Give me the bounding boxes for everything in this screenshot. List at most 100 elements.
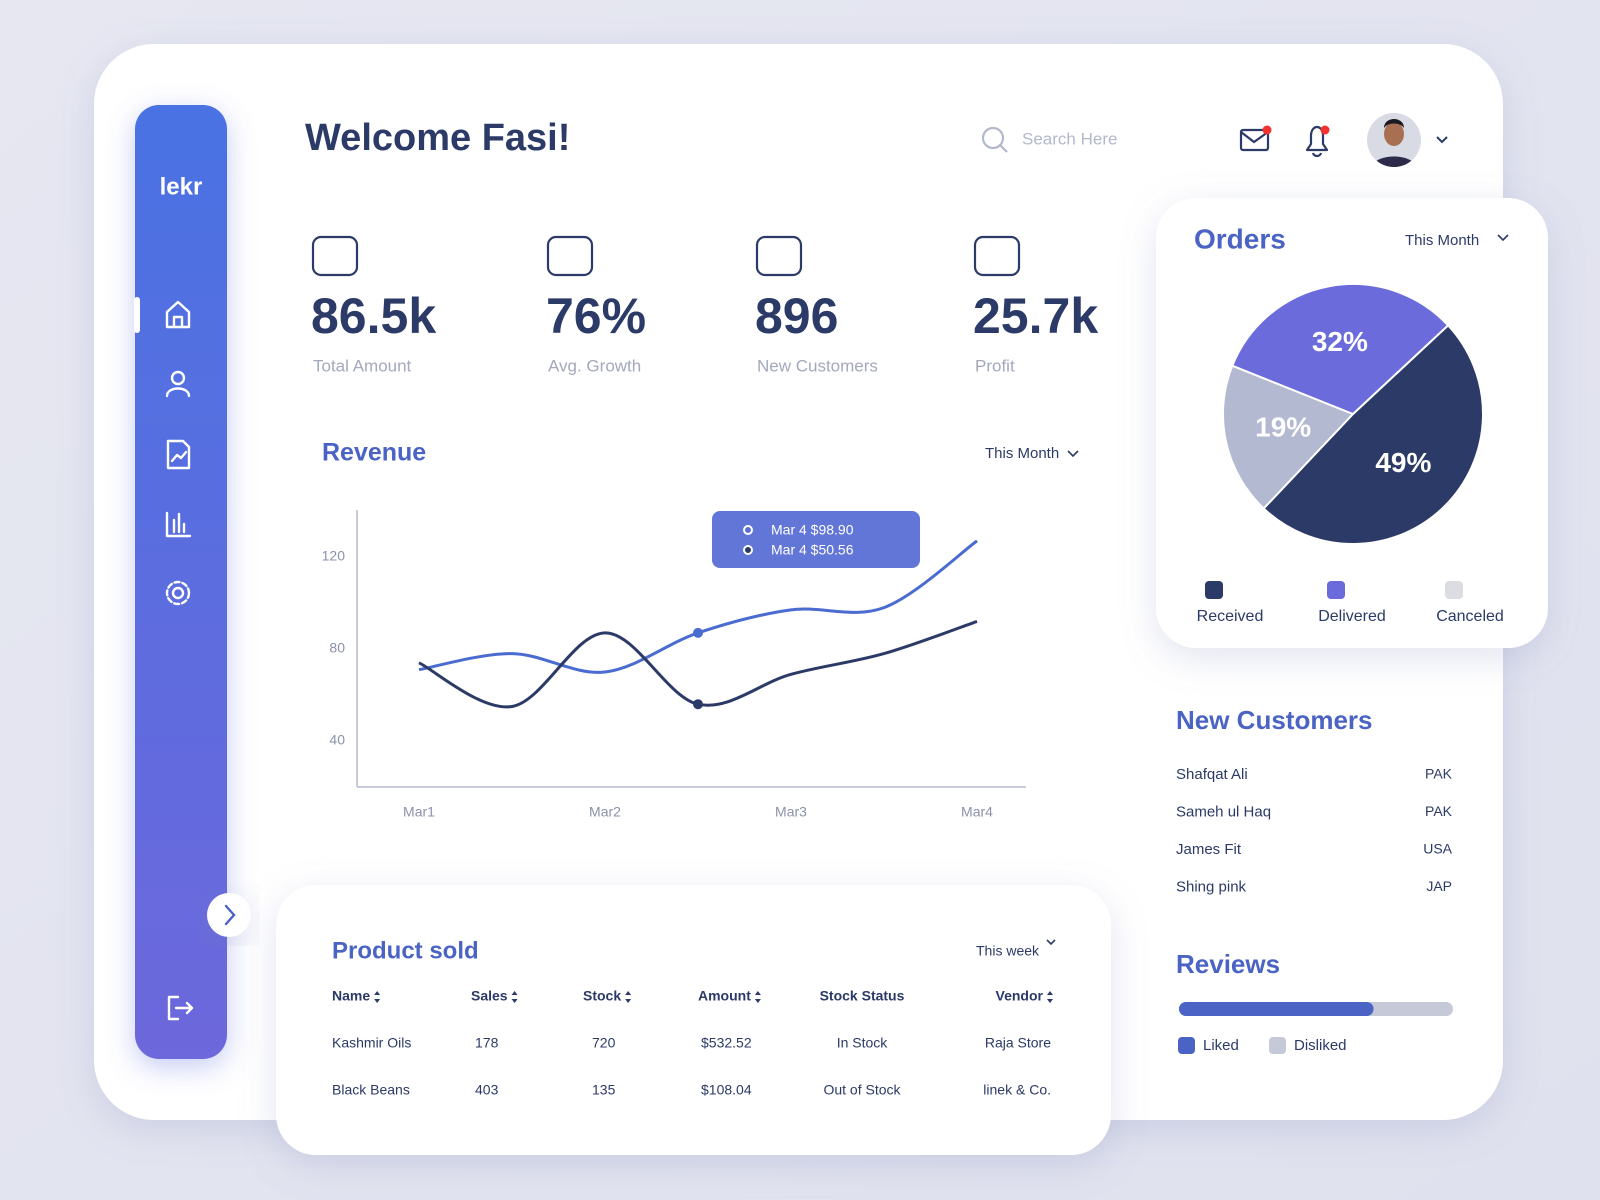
- tooltip: [712, 511, 920, 568]
- tooltip-text: Mar 4 $98.90: [771, 522, 854, 538]
- table-cell: linek & Co.: [983, 1082, 1051, 1098]
- pie-label: 49%: [1375, 447, 1431, 478]
- collapse-button[interactable]: [207, 893, 251, 937]
- customer-name: Sameh ul Haq: [1176, 803, 1271, 820]
- legend-swatch: [1269, 1037, 1286, 1054]
- revenue-title: Revenue: [322, 439, 426, 467]
- customer-country: PAK: [1425, 766, 1453, 782]
- y-tick-label: 40: [329, 732, 345, 748]
- highlight-point: [693, 627, 703, 638]
- table-cell: Black Beans: [332, 1082, 410, 1098]
- legend-label: Delivered: [1318, 608, 1386, 625]
- customer-name: Shafqat Ali: [1176, 766, 1248, 783]
- sort-icon[interactable]: [374, 991, 381, 1003]
- logout-icon[interactable]: [167, 995, 194, 1021]
- tooltip-dot: [743, 525, 753, 535]
- x-tick-label: Mar4: [961, 804, 993, 820]
- table-cell: $108.04: [701, 1082, 752, 1098]
- sort-icon[interactable]: [1047, 991, 1053, 1003]
- customer-name: James Fit: [1176, 841, 1242, 858]
- legend-swatch: [1327, 581, 1345, 599]
- home-icon[interactable]: [165, 300, 191, 329]
- search-input[interactable]: Search Here: [1022, 129, 1117, 148]
- x-tick-label: Mar1: [403, 804, 435, 820]
- settings-icon[interactable]: [165, 580, 191, 606]
- stat-value: 25.7k: [973, 288, 1098, 344]
- search-icon: [981, 126, 1008, 153]
- x-tick-label: Mar2: [589, 804, 621, 820]
- reviews-title: Reviews: [1176, 949, 1280, 979]
- column-header: Sales: [471, 988, 508, 1004]
- stat-value: 896: [755, 288, 838, 344]
- highlight-point: [693, 699, 703, 710]
- sort-icon[interactable]: [511, 991, 518, 1003]
- pie-slice: [1230, 283, 1450, 416]
- dropdown-arrow: [1497, 234, 1509, 242]
- revenue-chart: 40 80 120 Mar1 Mar2 Mar3 Mar4 Mar 4 $98.90 Mar 4…: [322, 510, 1026, 820]
- legend-swatch: [1445, 581, 1463, 599]
- dropdown-arrow: [1067, 450, 1079, 458]
- sort-icon[interactable]: [754, 991, 761, 1003]
- table-cell: Out of Stock: [823, 1082, 901, 1098]
- stat-value: 76%: [546, 288, 646, 344]
- customer-country: JAP: [1426, 878, 1452, 894]
- customer-list: Shafqat Ali PAK Sameh ul Haq PAK James Fit US…: [1176, 766, 1453, 896]
- table-cell: Raja Store: [985, 1035, 1051, 1051]
- stat-icon: [546, 235, 594, 277]
- customer-country: PAK: [1425, 803, 1453, 819]
- table-cell: $532.52: [701, 1035, 752, 1051]
- product-card: [276, 885, 1111, 1155]
- sidebar: [135, 105, 227, 1059]
- table-cell: 135: [592, 1082, 616, 1098]
- legend-label: Liked: [1203, 1037, 1239, 1054]
- column-header: Name: [332, 988, 370, 1004]
- stat-icon: [973, 235, 1021, 277]
- customer-name: Shing pink: [1176, 878, 1247, 895]
- sort-icon[interactable]: [625, 991, 632, 1003]
- welcome-title: Welcome Fasi!: [305, 117, 570, 159]
- column-header: Stock Status: [820, 988, 905, 1004]
- table-cell: In Stock: [837, 1035, 889, 1051]
- logo: lekr: [160, 173, 203, 200]
- pie-label: 19%: [1255, 412, 1311, 443]
- legend-label: Disliked: [1294, 1037, 1347, 1054]
- tooltip-text: Mar 4 $50.56: [771, 542, 854, 558]
- pie-label: 32%: [1312, 326, 1368, 357]
- x-tick-label: Mar3: [775, 804, 807, 820]
- y-tick-label: 120: [322, 548, 346, 564]
- table-cell: 178: [475, 1035, 499, 1051]
- stat-label: Total Amount: [313, 356, 412, 375]
- product-period[interactable]: This week: [976, 943, 1040, 959]
- collapse-arrow: [224, 904, 236, 926]
- column-header: Stock: [583, 988, 621, 1004]
- profile-menu-arrow[interactable]: [1436, 136, 1448, 144]
- user-icon[interactable]: [165, 370, 191, 398]
- stat-label: Avg. Growth: [548, 356, 641, 375]
- orders-pie: 49% 19% 32% Received Delivered Canceled: [1197, 283, 1504, 625]
- dropdown-arrow: [1046, 939, 1056, 946]
- revenue-line: [418, 619, 978, 709]
- stat-label: Profit: [975, 356, 1015, 375]
- stats-row: 86.5k Total Amount 76% Avg. Growth 896 New Cu…: [311, 235, 1098, 375]
- mail-button[interactable]: [1239, 125, 1272, 152]
- notification-button[interactable]: [1305, 125, 1330, 158]
- orders-title: Orders: [1194, 223, 1286, 254]
- tooltip-dot: [743, 545, 753, 555]
- orders-period[interactable]: This Month: [1405, 232, 1479, 249]
- customer-country: USA: [1423, 841, 1452, 857]
- table-cell: Kashmir Oils: [332, 1035, 411, 1051]
- legend-swatch: [1178, 1037, 1195, 1054]
- reviews-bar: Liked Disliked: [1178, 1002, 1453, 1054]
- main-card: [94, 44, 1503, 1120]
- review-liked: [1179, 1002, 1374, 1016]
- column-header: Vendor: [996, 988, 1044, 1004]
- stat-icon: [311, 235, 359, 277]
- report-icon[interactable]: [166, 439, 191, 470]
- product-table: Name Sales Stock Amount Stock Status Vendor Ka…: [332, 988, 1053, 1098]
- revenue-period[interactable]: This Month: [985, 445, 1059, 462]
- column-header: Amount: [698, 988, 751, 1004]
- stats-icon[interactable]: [165, 511, 192, 538]
- legend-label: Received: [1197, 608, 1264, 625]
